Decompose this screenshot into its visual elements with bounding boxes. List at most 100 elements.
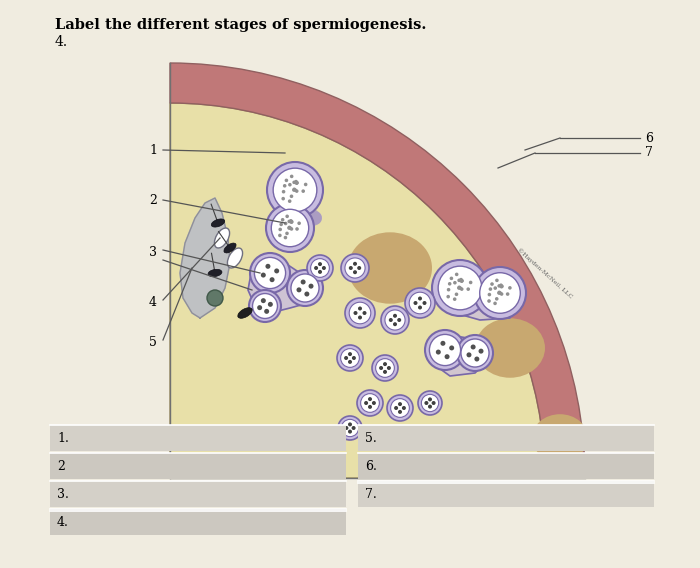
Circle shape bbox=[290, 174, 293, 178]
Text: 4: 4 bbox=[149, 296, 157, 310]
Circle shape bbox=[421, 394, 439, 412]
Circle shape bbox=[460, 287, 463, 291]
Circle shape bbox=[311, 258, 330, 277]
Text: 5.: 5. bbox=[365, 432, 377, 445]
Text: 3.: 3. bbox=[57, 487, 69, 500]
Circle shape bbox=[428, 404, 432, 408]
Circle shape bbox=[295, 181, 299, 185]
Circle shape bbox=[295, 189, 298, 193]
Circle shape bbox=[405, 288, 435, 318]
Circle shape bbox=[385, 310, 405, 330]
Text: 6.: 6. bbox=[365, 460, 377, 473]
Circle shape bbox=[425, 330, 465, 370]
Circle shape bbox=[344, 356, 348, 360]
Circle shape bbox=[341, 254, 369, 282]
Circle shape bbox=[368, 426, 392, 450]
Wedge shape bbox=[170, 63, 585, 478]
Circle shape bbox=[318, 262, 322, 266]
Circle shape bbox=[506, 293, 510, 296]
Circle shape bbox=[288, 183, 292, 186]
Circle shape bbox=[288, 226, 292, 230]
Circle shape bbox=[418, 296, 422, 300]
Circle shape bbox=[480, 273, 520, 314]
Circle shape bbox=[290, 227, 293, 231]
Circle shape bbox=[304, 291, 309, 296]
Circle shape bbox=[398, 410, 402, 414]
Circle shape bbox=[487, 299, 491, 303]
Text: ©Hayden-McNeil, LLC: ©Hayden-McNeil, LLC bbox=[516, 247, 574, 299]
Circle shape bbox=[363, 311, 367, 315]
Circle shape bbox=[418, 306, 422, 310]
Circle shape bbox=[500, 285, 504, 288]
Circle shape bbox=[453, 281, 456, 285]
Circle shape bbox=[500, 285, 503, 289]
Circle shape bbox=[278, 233, 281, 237]
Circle shape bbox=[284, 222, 288, 225]
Circle shape bbox=[457, 335, 493, 371]
Circle shape bbox=[368, 405, 372, 409]
Circle shape bbox=[272, 209, 309, 247]
Circle shape bbox=[379, 366, 383, 370]
Circle shape bbox=[490, 282, 493, 286]
Circle shape bbox=[495, 278, 498, 282]
Circle shape bbox=[466, 352, 472, 357]
Circle shape bbox=[381, 306, 409, 334]
Text: 7: 7 bbox=[645, 147, 653, 160]
Circle shape bbox=[460, 279, 463, 283]
Circle shape bbox=[348, 429, 352, 433]
Circle shape bbox=[398, 402, 402, 406]
Circle shape bbox=[338, 416, 362, 440]
Circle shape bbox=[447, 288, 450, 291]
Circle shape bbox=[374, 436, 379, 440]
Circle shape bbox=[461, 339, 489, 367]
Bar bbox=[358, 425, 654, 451]
Circle shape bbox=[207, 290, 223, 306]
Circle shape bbox=[348, 352, 352, 356]
Circle shape bbox=[307, 255, 333, 281]
Circle shape bbox=[499, 283, 503, 287]
Text: 1.: 1. bbox=[57, 432, 69, 445]
Circle shape bbox=[345, 258, 365, 278]
Circle shape bbox=[257, 305, 262, 310]
Circle shape bbox=[458, 286, 462, 290]
Circle shape bbox=[265, 264, 270, 269]
Circle shape bbox=[288, 199, 291, 203]
Bar bbox=[50, 453, 346, 479]
Text: Label the different stages of spermiogenesis.: Label the different stages of spermiogen… bbox=[55, 18, 426, 32]
Ellipse shape bbox=[214, 228, 230, 248]
Circle shape bbox=[345, 298, 375, 328]
Circle shape bbox=[387, 395, 413, 421]
Circle shape bbox=[475, 357, 480, 361]
Circle shape bbox=[300, 279, 306, 285]
Circle shape bbox=[349, 302, 371, 324]
Circle shape bbox=[494, 302, 497, 305]
Circle shape bbox=[387, 366, 391, 370]
Circle shape bbox=[289, 219, 293, 223]
Circle shape bbox=[287, 226, 290, 230]
Circle shape bbox=[290, 220, 293, 224]
Circle shape bbox=[293, 181, 296, 184]
Circle shape bbox=[397, 318, 401, 322]
Circle shape bbox=[432, 401, 435, 405]
Ellipse shape bbox=[348, 232, 432, 304]
Circle shape bbox=[291, 274, 319, 302]
Circle shape bbox=[394, 406, 398, 410]
Circle shape bbox=[357, 390, 383, 416]
Circle shape bbox=[279, 223, 283, 226]
Circle shape bbox=[275, 183, 285, 193]
Circle shape bbox=[393, 322, 397, 326]
Text: 1: 1 bbox=[149, 144, 157, 157]
Text: 4.: 4. bbox=[57, 516, 69, 528]
Circle shape bbox=[304, 183, 307, 186]
Circle shape bbox=[364, 401, 368, 405]
Circle shape bbox=[261, 273, 266, 278]
Circle shape bbox=[393, 314, 397, 318]
Circle shape bbox=[293, 189, 297, 192]
Circle shape bbox=[348, 423, 352, 427]
Wedge shape bbox=[170, 103, 545, 478]
Circle shape bbox=[254, 257, 286, 289]
Circle shape bbox=[294, 180, 298, 183]
Circle shape bbox=[479, 349, 484, 354]
Circle shape bbox=[302, 189, 305, 193]
Text: 5: 5 bbox=[149, 336, 157, 349]
